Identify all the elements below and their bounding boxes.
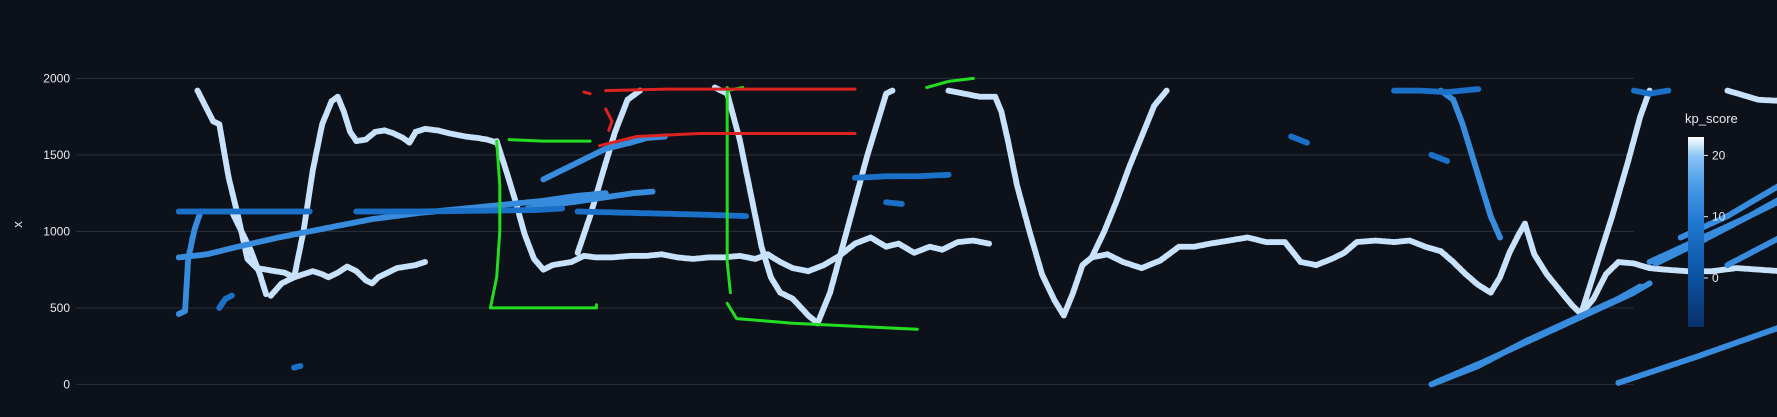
data-point xyxy=(1444,158,1450,164)
y-tick-label: 1000 xyxy=(43,224,70,238)
data-point xyxy=(945,172,951,178)
data-point xyxy=(229,293,235,299)
data-point xyxy=(1665,88,1671,94)
data-point xyxy=(1647,280,1653,286)
y-tick-labels: 0 500 1000 1500 2000 xyxy=(43,71,70,391)
data-point xyxy=(899,201,905,207)
colorbar-tick-label: 20 xyxy=(1712,148,1726,162)
data-point xyxy=(986,241,992,247)
annotation-stroke xyxy=(606,109,612,130)
data-point xyxy=(559,205,565,211)
data-point xyxy=(743,213,749,219)
y-tick-label: 0 xyxy=(63,377,70,391)
y-axis-title: x xyxy=(10,221,25,228)
colorbar: kp_score 0 10 20 xyxy=(1685,111,1738,327)
annotation-stroke xyxy=(606,89,855,91)
colorbar-ticks: 0 10 20 xyxy=(1704,148,1726,285)
data-point xyxy=(889,88,895,94)
colorbar-tick-label: 10 xyxy=(1712,210,1726,224)
data-point xyxy=(297,363,303,369)
y-tick-label: 2000 xyxy=(43,71,70,85)
annotation-stroke xyxy=(584,92,590,94)
data-point xyxy=(1475,86,1481,92)
data-point xyxy=(1164,88,1170,94)
data-point xyxy=(307,208,313,214)
y-tick-label: 1500 xyxy=(43,148,70,162)
annotation-stroke xyxy=(509,140,590,142)
colorbar-tick-label: 0 xyxy=(1712,271,1719,285)
annotation-stroke xyxy=(727,88,730,293)
data-point xyxy=(649,189,655,195)
data-point xyxy=(422,259,428,265)
data-point xyxy=(1497,235,1503,241)
annotation-stroke xyxy=(927,78,974,87)
data-point xyxy=(1304,140,1310,146)
colorbar-gradient xyxy=(1688,137,1704,327)
y-tick-label: 500 xyxy=(50,301,70,315)
colorbar-title: kp_score xyxy=(1685,111,1738,126)
data-points xyxy=(176,85,1777,388)
